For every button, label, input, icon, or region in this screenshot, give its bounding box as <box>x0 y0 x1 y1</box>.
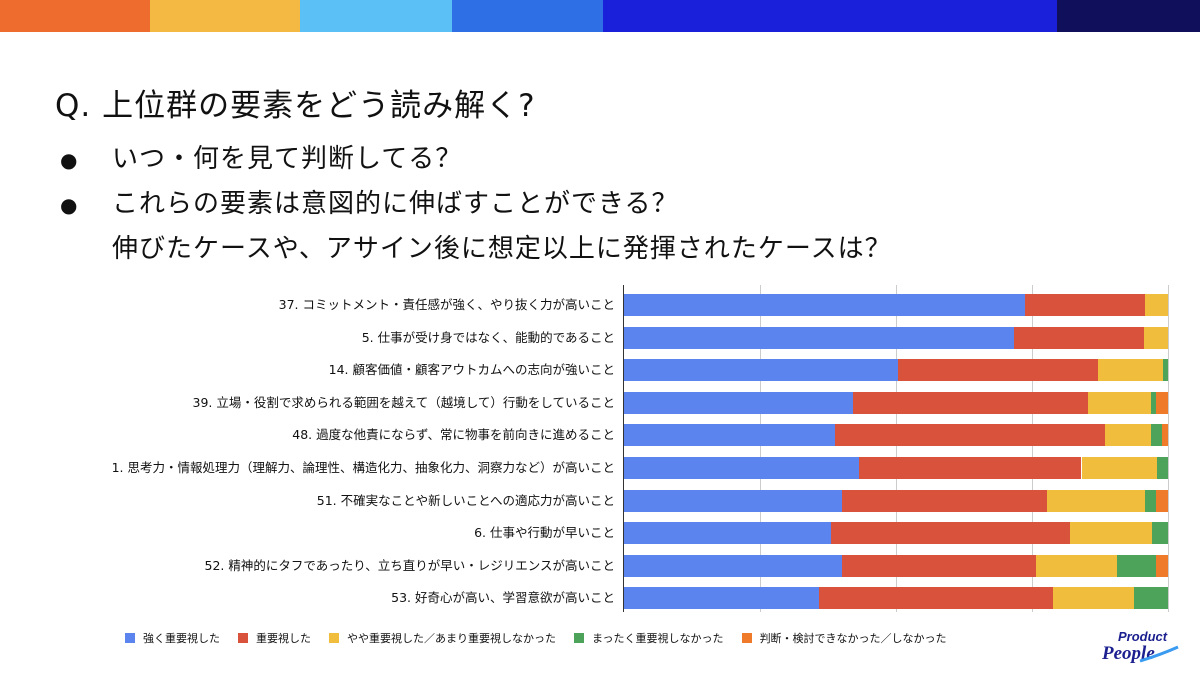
product-people-logo: Product People <box>1101 629 1179 664</box>
bar-segment-series-3 <box>1116 554 1157 577</box>
bar-segment-series-3 <box>1151 391 1157 414</box>
bullet-1: ● いつ・何を見て判断してる？ <box>60 138 462 175</box>
bar-segment-series-0 <box>624 587 820 610</box>
bar-segment-series-0 <box>624 326 1015 349</box>
bar-segment-series-1 <box>1014 326 1145 349</box>
bar-segment-series-1 <box>841 489 1048 512</box>
bar-segment-series-3 <box>1151 522 1168 545</box>
chart-legend: 強く重要視した 重要視した やや重要視した／あまり重要視しなかった まったく重要視しな… <box>125 630 947 646</box>
bar-segment-series-4 <box>1162 424 1168 447</box>
bar-segment-series-2 <box>1104 424 1152 447</box>
legend-swatch <box>125 633 135 643</box>
bar-segment-series-1 <box>853 391 1089 414</box>
color-band-segment <box>603 0 1057 32</box>
legend-label: 強く重要視した <box>143 632 220 645</box>
legend-label: 判断・検討できなかった／しなかった <box>759 632 947 645</box>
bar-segment-series-1 <box>819 587 1053 610</box>
bar-segment-series-4 <box>1156 391 1168 414</box>
bar-segment-series-1 <box>859 457 1082 479</box>
bar-segment-series-0 <box>624 489 842 512</box>
category-label: 51. 不確実なことや新しいことへの適応力が高いこと <box>316 492 615 508</box>
bar-segment-series-1 <box>830 522 1071 545</box>
color-band-segment <box>1057 0 1200 32</box>
svg-text:Product: Product <box>1118 629 1168 644</box>
bar-segment-series-2 <box>1088 391 1152 414</box>
bullet-2: ● これらの要素は意図的に伸ばすことができる？ <box>60 183 678 220</box>
bar-segment-series-3 <box>1156 457 1168 479</box>
category-label: 5. 仕事が受け身ではなく、能動的であること <box>361 329 615 345</box>
category-label: 39. 立場・役割で求められる範囲を越えて（越境して）行動をしていること <box>192 394 615 410</box>
gridline-25 <box>760 285 761 612</box>
color-band-segment <box>0 0 150 32</box>
bar-segment-series-2 <box>1035 554 1117 577</box>
bullet-text: これらの要素は意図的に伸ばすことができる？ <box>112 189 679 219</box>
y-axis-line <box>623 285 624 612</box>
bar-segment-series-0 <box>624 522 831 545</box>
category-label: 52. 精神的にタフであったり、立ち直りが早い・レジリエンスが高いこと <box>204 557 615 573</box>
bar-segment-series-2 <box>1052 587 1135 610</box>
gridline-50 <box>896 285 897 612</box>
legend-label: まったく重要視しなかった <box>592 632 724 645</box>
color-band-segment <box>150 0 300 32</box>
legend-swatch <box>741 633 752 643</box>
legend-swatch <box>329 633 339 643</box>
bar-segment-series-1 <box>898 359 1099 382</box>
legend-item: やや重要視した／あまり重要視しなかった <box>329 630 556 646</box>
legend-item: 判断・検討できなかった／しなかった <box>741 630 947 646</box>
gridline-100 <box>1168 285 1169 612</box>
category-label: 48. 過度な他責にならず、常に物事を前向きに進めること <box>292 427 615 443</box>
category-label: 1. 思考力・情報処理力（理解力、論理性、構造化力、抽象化力、洞察力など）が高い… <box>111 460 615 475</box>
bullet-marker: ● <box>60 147 79 172</box>
stacked-bar-chart: 37. コミットメント・責任感が強く、やり抜く力が高いこと 5. 仕事が受け身では… <box>0 285 1200 615</box>
color-band-segment <box>452 0 603 32</box>
bullet-text: いつ・何を見て判断してる？ <box>112 144 463 174</box>
bullet-2-continuation: 伸びたケースや、アサイン後に想定以上に発揮されたケースは？ <box>112 234 892 264</box>
legend-label: 重要視した <box>256 632 311 645</box>
bar-segment-series-0 <box>624 457 859 479</box>
bar-segment-series-2 <box>1081 457 1157 479</box>
legend-swatch <box>574 633 584 643</box>
bar-segment-series-3 <box>1162 359 1168 382</box>
bar-segment-series-1 <box>1025 294 1145 316</box>
page-title: Q. 上位群の要素をどう読み解く? <box>55 88 536 124</box>
bullet-marker: ● <box>60 192 79 217</box>
category-label: 37. コミットメント・責任感が強く、やり抜く力が高いこと <box>278 297 615 312</box>
svg-text:People: People <box>1101 643 1155 664</box>
legend-item: 強く重要視した <box>125 630 220 646</box>
legend-item: 重要視した <box>238 630 311 646</box>
bar-segment-series-0 <box>624 391 854 414</box>
bar-segment-series-1 <box>835 424 1105 447</box>
top-color-band <box>0 0 1200 32</box>
bar-segment-series-2 <box>1144 326 1168 349</box>
bar-segment-series-4 <box>1156 489 1168 512</box>
bar-segment-series-0 <box>624 424 836 447</box>
bar-segment-series-3 <box>1151 424 1162 447</box>
bar-segment-series-3 <box>1145 489 1157 512</box>
bar-segment-series-3 <box>1134 587 1168 610</box>
legend-swatch <box>238 633 248 643</box>
gridline-75 <box>1032 285 1033 612</box>
category-label: 14. 顧客価値・顧客アウトカムへの志向が強いこと <box>328 362 615 378</box>
category-label: 6. 仕事や行動が早いこと <box>474 525 615 541</box>
bar-segment-series-2 <box>1070 522 1152 545</box>
bar-segment-series-2 <box>1047 489 1146 512</box>
bar-segment-series-2 <box>1098 359 1163 382</box>
category-label: 53. 好奇心が高い、学習意欲が高いこと <box>391 590 615 606</box>
bar-segment-series-4 <box>1156 554 1168 577</box>
bar-segment-series-0 <box>624 294 1026 316</box>
color-band-segment <box>300 0 452 32</box>
bar-segment-series-0 <box>624 359 899 382</box>
bar-segment-series-0 <box>624 554 843 577</box>
bar-segment-series-2 <box>1144 294 1168 316</box>
legend-item: まったく重要視しなかった <box>574 630 724 646</box>
bar-segment-series-1 <box>842 554 1036 577</box>
legend-label: やや重要視した／あまり重要視しなかった <box>347 632 556 645</box>
